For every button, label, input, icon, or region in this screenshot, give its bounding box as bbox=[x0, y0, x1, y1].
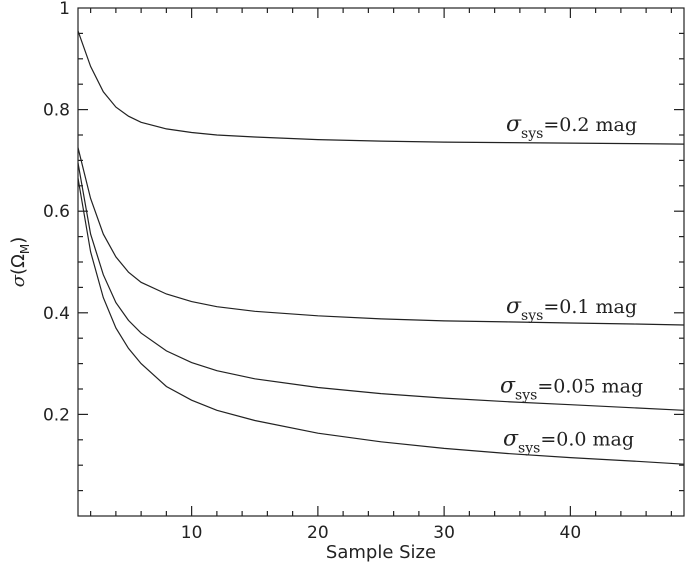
plot-frame bbox=[77, 7, 685, 517]
series-label-0: σsys=0.2 mag bbox=[506, 112, 637, 142]
y-tick-label: 1 bbox=[59, 0, 70, 19]
x-tick-label: 30 bbox=[433, 523, 455, 543]
x-axis-title: Sample Size bbox=[326, 542, 436, 563]
x-tick-label: 40 bbox=[560, 523, 582, 543]
y-tick-label: 0.8 bbox=[43, 101, 70, 121]
y-axis-title: σ(ΩM) bbox=[8, 237, 32, 287]
series-labels-layer: σsys=0.2 mag σsys=0.1 mag σsys=0.05 mag σsy… bbox=[500, 112, 643, 456]
x-tick-label: 10 bbox=[181, 523, 203, 543]
ticks-layer bbox=[78, 8, 684, 516]
x-tick-label: 20 bbox=[307, 523, 329, 543]
series-line-2 bbox=[77, 162, 685, 411]
series-line-3 bbox=[77, 178, 685, 465]
series-label-2: σsys=0.05 mag bbox=[500, 374, 643, 404]
y-tick-label: 0.4 bbox=[43, 304, 70, 324]
y-tick-label: 0.6 bbox=[43, 202, 70, 222]
series-layer bbox=[77, 30, 685, 465]
series-line-0 bbox=[77, 30, 685, 145]
y-tick-label: 0.2 bbox=[43, 405, 70, 425]
series-label-3: σsys=0.0 mag bbox=[503, 427, 634, 457]
series-line-1 bbox=[77, 147, 685, 326]
tick-labels-layer: 10 20 30 40 0.2 0.4 0.6 0.8 1 bbox=[43, 0, 581, 543]
series-label-1: σsys=0.1 mag bbox=[506, 294, 637, 324]
